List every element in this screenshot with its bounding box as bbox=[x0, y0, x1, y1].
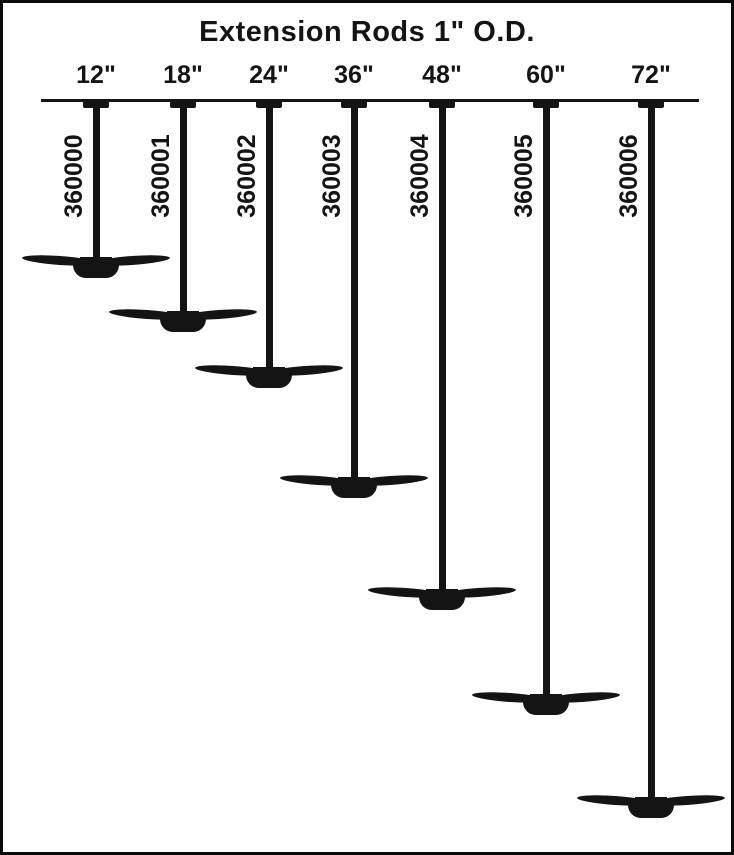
fan-hub-icon bbox=[635, 797, 667, 804]
fan-motor-icon bbox=[331, 482, 377, 498]
rod-bar bbox=[265, 101, 273, 370]
rod-size-label: 36" bbox=[334, 61, 374, 89]
fan-hub-icon bbox=[80, 257, 112, 264]
rod-size-label: 60" bbox=[526, 61, 566, 89]
fan-motor-icon bbox=[523, 699, 569, 715]
rod-part-number: 360003 bbox=[318, 134, 346, 218]
rod-size-label: 12" bbox=[76, 61, 116, 89]
rod-bar bbox=[92, 101, 100, 260]
rod-size-label: 72" bbox=[631, 61, 671, 89]
fan-icon bbox=[194, 360, 344, 394]
diagram-title: Extension Rods 1" O.D. bbox=[199, 16, 535, 48]
rod-size-label: 24" bbox=[249, 61, 289, 89]
rod-size-label: 48" bbox=[422, 61, 462, 89]
ceiling-line bbox=[41, 99, 699, 102]
fan-motor-icon bbox=[419, 594, 465, 610]
fan-hub-icon bbox=[426, 589, 458, 596]
fan-icon bbox=[279, 470, 429, 504]
rod-bar bbox=[647, 101, 655, 800]
fan-motor-icon bbox=[73, 262, 119, 278]
fan-motor-icon bbox=[246, 372, 292, 388]
rod-part-number: 360001 bbox=[147, 134, 175, 218]
fan-hub-icon bbox=[338, 477, 370, 484]
fan-hub-icon bbox=[253, 367, 285, 374]
fan-icon bbox=[367, 582, 517, 616]
rod-bar bbox=[438, 101, 446, 592]
fan-motor-icon bbox=[160, 316, 206, 332]
rod-bar bbox=[542, 101, 550, 697]
rod-size-label: 18" bbox=[163, 61, 203, 89]
fan-hub-icon bbox=[167, 311, 199, 318]
fan-icon bbox=[21, 250, 171, 284]
fan-icon bbox=[108, 304, 258, 338]
fan-icon bbox=[576, 790, 726, 824]
rod-part-number: 360002 bbox=[233, 134, 261, 218]
fan-icon bbox=[471, 687, 621, 721]
rod-part-number: 360004 bbox=[406, 134, 434, 218]
rod-part-number: 360006 bbox=[615, 134, 643, 218]
rod-part-number: 360005 bbox=[510, 134, 538, 218]
fan-hub-icon bbox=[530, 694, 562, 701]
rod-part-number: 360000 bbox=[60, 134, 88, 218]
rod-bar bbox=[179, 101, 187, 314]
fan-motor-icon bbox=[628, 802, 674, 818]
rod-bar bbox=[350, 101, 358, 480]
